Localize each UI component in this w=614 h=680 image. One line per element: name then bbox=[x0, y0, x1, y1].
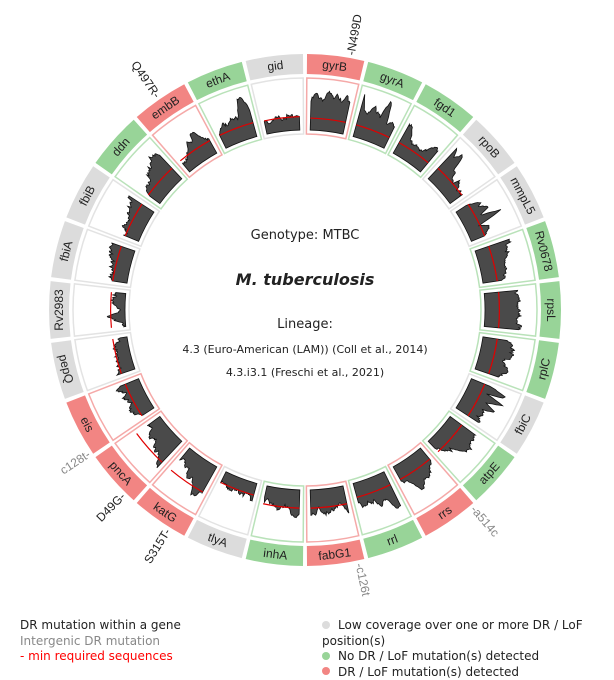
mutation-label-rrs: -a514c bbox=[468, 503, 502, 540]
coverage-area-embB bbox=[183, 132, 217, 172]
genotype-label: Genotype: MTBC bbox=[155, 228, 455, 243]
legend-min-sequences: - min required sequences bbox=[20, 649, 181, 665]
legend-intergenic-mutation: Intergenic DR mutation bbox=[20, 634, 181, 650]
legend-no-mutation-label: No DR / LoF mutation(s) detected bbox=[338, 649, 539, 663]
legend-low-coverage: Low coverage over one or more DR / LoF p… bbox=[322, 618, 614, 649]
mutation-label-katG: S315T- bbox=[141, 526, 173, 566]
coverage-area-fabG1 bbox=[310, 486, 349, 515]
coverage-area-tlyA bbox=[220, 472, 256, 501]
legend-mutation: DR / LoF mutation(s) detected bbox=[322, 665, 614, 680]
red-dot-icon bbox=[322, 667, 330, 675]
species-label: M. tuberculosis bbox=[155, 270, 455, 289]
coverage-area-gyrB bbox=[310, 91, 350, 134]
gene-label-gid: gid bbox=[267, 58, 285, 74]
gene-label-Rv2983: Rv2983 bbox=[52, 289, 66, 331]
coverage-area-ddn bbox=[146, 154, 182, 204]
legend-status-key: Low coverage over one or more DR / LoF p… bbox=[322, 618, 614, 680]
coverage-area-rplC bbox=[475, 337, 514, 377]
green-dot-icon bbox=[322, 652, 330, 660]
coverage-area-pncA bbox=[147, 416, 182, 467]
legend-text-key: DR mutation within a gene Intergenic DR … bbox=[20, 618, 181, 665]
legend-gene-mutation: DR mutation within a gene bbox=[20, 618, 181, 634]
coverage-area-fbiB bbox=[122, 196, 154, 242]
legend-no-mutation: No DR / LoF mutation(s) detected bbox=[322, 649, 614, 665]
lineage-freschi: 4.3.i3.1 (Freschi et al., 2021) bbox=[155, 366, 455, 379]
gene-label-inhA: inhA bbox=[263, 546, 289, 563]
lineage-heading: Lineage: bbox=[155, 317, 455, 332]
coverage-area-katG bbox=[180, 448, 217, 496]
lineage-coll: 4.3 (Euro-American (LAM)) (Coll et al., … bbox=[155, 343, 455, 356]
legend-mutation-label: DR / LoF mutation(s) detected bbox=[338, 665, 519, 679]
mutation-label-eis: c128t- bbox=[57, 447, 93, 477]
gray-dot-icon bbox=[322, 621, 330, 629]
mutation-label-embB: Q497R- bbox=[128, 58, 163, 101]
gene-label-rpsL: rpsL bbox=[544, 298, 558, 322]
coverage-area-rpsL bbox=[484, 290, 521, 329]
gene-label-gyrB: gyrB bbox=[322, 57, 348, 74]
mutation-label-gyrB: -N499D bbox=[344, 13, 365, 56]
mutation-label-fabG1: -c126t bbox=[352, 562, 373, 598]
coverage-area-rrs bbox=[393, 448, 431, 490]
coverage-area-gyrA bbox=[353, 94, 394, 148]
legend-low-coverage-label: Low coverage over one or more DR / LoF p… bbox=[322, 618, 583, 648]
coverage-area-inhA bbox=[264, 486, 299, 518]
min-sequences-line-Rv2983 bbox=[111, 292, 112, 328]
coverage-area-eis bbox=[116, 379, 154, 416]
mutation-label-pncA: D49G- bbox=[93, 490, 128, 525]
